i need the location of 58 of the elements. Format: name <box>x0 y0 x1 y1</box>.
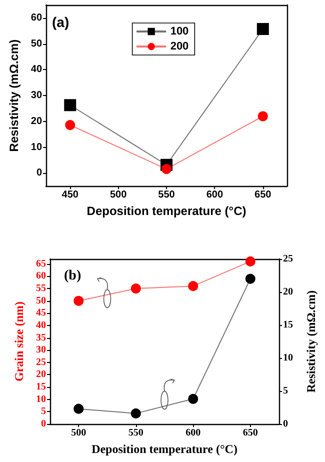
y-tick-label: 30 <box>36 344 46 356</box>
y-tick-label: 55 <box>36 283 46 294</box>
x-tick-label: 500 <box>71 428 86 438</box>
y-tick-label: 65 <box>36 258 46 270</box>
y-axis-title: Grain size (nm) <box>12 302 26 382</box>
y2-tick-label: 10 <box>283 352 293 364</box>
x-axis-title: Deposition temperature (°C) <box>86 204 246 218</box>
point <box>64 99 76 112</box>
y-tick-label: 25 <box>36 356 46 368</box>
y-tick-label: 50 <box>30 38 42 50</box>
point <box>245 256 256 266</box>
y2-tick-label: 0 <box>283 418 288 430</box>
y-tick-label: 40 <box>36 320 46 331</box>
y2-axis-title: Resistivity (mΩ.cm) <box>304 290 318 393</box>
annotation: (b) <box>64 268 82 284</box>
point <box>162 164 172 174</box>
x-tick-label: 550 <box>158 190 176 201</box>
point <box>258 111 268 122</box>
y-tick-label: 0 <box>36 168 42 179</box>
point <box>130 284 141 294</box>
x-axis-title: Deposition temperature (°C) <box>92 442 238 456</box>
y-tick-label: 45 <box>36 308 46 319</box>
point <box>74 296 84 306</box>
legend-label: 100 <box>170 26 189 38</box>
y-axis-title: Resistivity (mΩ.cm) <box>7 39 21 152</box>
x-tick-label: 500 <box>110 190 128 201</box>
y2-tick-label: 20 <box>283 286 293 298</box>
x-tick-label: 650 <box>242 428 258 438</box>
y-tick-label: 50 <box>36 295 46 306</box>
point <box>130 408 141 418</box>
x-tick-label: 450 <box>62 190 79 201</box>
y-tick-label: 60 <box>30 12 42 24</box>
y-tick-label: 0 <box>41 418 46 430</box>
y2-tick-label: 25 <box>283 254 293 264</box>
y-tick-label: 20 <box>30 116 42 127</box>
y-tick-label: 40 <box>30 64 42 76</box>
y-tick-label: 30 <box>30 90 42 102</box>
y-tick-label: 15 <box>36 382 46 393</box>
y2-tick-label: 15 <box>283 320 293 330</box>
x-tick-label: 600 <box>206 190 224 201</box>
point <box>256 23 269 36</box>
point <box>74 404 84 414</box>
y-tick-label: 35 <box>36 332 46 344</box>
annotation: (a) <box>52 14 70 30</box>
y-tick-label: 5 <box>41 406 46 418</box>
point <box>65 120 76 130</box>
legend-label: 200 <box>170 40 189 52</box>
point <box>188 281 198 292</box>
y-tick-label: 20 <box>36 369 46 380</box>
y-tick-label: 60 <box>36 270 46 282</box>
x-tick-label: 550 <box>128 428 144 438</box>
y2-tick-label: 5 <box>283 386 288 396</box>
x-tick-label: 650 <box>254 190 272 201</box>
x-tick-label: 600 <box>186 428 201 438</box>
y-tick-label: 10 <box>36 394 46 405</box>
y-tick-label: 10 <box>30 142 42 153</box>
point <box>188 394 198 404</box>
point <box>245 274 256 284</box>
